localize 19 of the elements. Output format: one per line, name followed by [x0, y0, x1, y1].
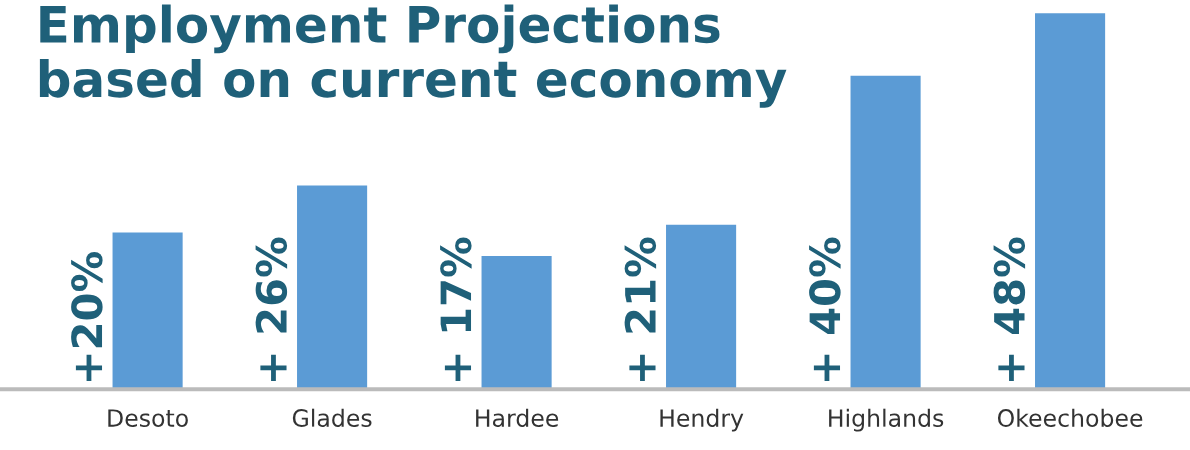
bar — [112, 232, 183, 390]
data-label: + 48% — [993, 237, 1026, 381]
chart-title: Employment Projections based on current economy — [39, 4, 787, 108]
x-tick-label: Desoto — [108, 409, 188, 427]
bar — [850, 75, 921, 390]
x-tick-label: Hendry — [660, 408, 744, 432]
bar — [666, 224, 737, 390]
x-tick-label: Glades — [292, 408, 372, 427]
x-tick-label: Okeechobee — [997, 408, 1143, 427]
x-tick-label: Hardee — [476, 408, 559, 427]
data-label: + 40% — [809, 237, 841, 381]
data-label: + 17% — [440, 237, 472, 381]
data-label: + 26% — [255, 237, 288, 381]
bar — [481, 256, 552, 390]
data-label: +20% — [71, 252, 103, 381]
bar — [297, 185, 368, 390]
x-tick-label: Highlands — [829, 408, 944, 432]
bar — [1035, 13, 1106, 390]
data-label: + 21% — [624, 237, 657, 381]
